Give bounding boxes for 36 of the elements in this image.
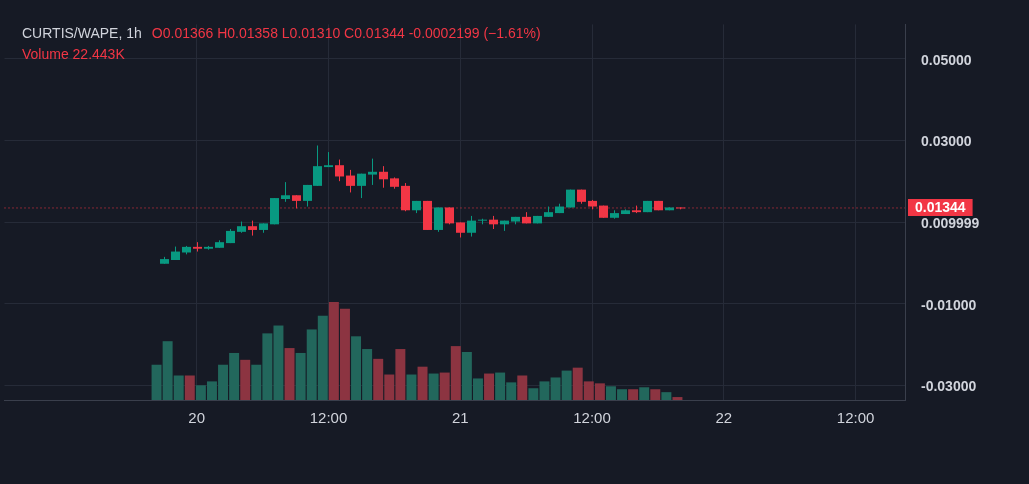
candlestick xyxy=(281,181,290,203)
x-tick-label: 21 xyxy=(451,409,469,427)
candlestick xyxy=(379,165,388,189)
candlestick xyxy=(434,206,443,233)
bar xyxy=(628,389,639,400)
bar xyxy=(650,389,661,400)
bar xyxy=(240,359,251,400)
bar xyxy=(184,375,195,400)
bar xyxy=(639,387,650,400)
x-tick-label: 20 xyxy=(188,409,206,427)
bar xyxy=(417,366,428,400)
x-tick-label: 12:00 xyxy=(573,409,611,427)
chart-subtitle: O0.01366 H0.01358 L0.01310 C0.01344 -0.0002199 (−1.61%) xyxy=(151,25,541,41)
ref-line-label: 0.01344 xyxy=(915,198,966,215)
bar xyxy=(406,374,417,400)
candlestick xyxy=(368,158,377,186)
y-tick-label: 0.009999 xyxy=(921,214,980,231)
bar xyxy=(672,397,683,400)
candlestick xyxy=(335,159,344,182)
candlestick xyxy=(467,215,476,238)
x-tick-label: 12:00 xyxy=(836,409,875,427)
y-tick-label: -0.01000 xyxy=(921,296,977,313)
y-tick-label: 0.05000 xyxy=(921,51,972,68)
chart-title: CURTIS/WAPE, 1h xyxy=(22,25,142,41)
bar xyxy=(428,373,439,400)
candlestick xyxy=(346,169,355,193)
bar xyxy=(517,375,528,400)
bar xyxy=(661,392,672,400)
annotation: Volume 22.443K xyxy=(22,46,125,62)
y-tick-label: -0.03000 xyxy=(921,378,977,395)
y-tick-label: 0.03000 xyxy=(921,133,972,150)
x-tick-label: 22 xyxy=(715,409,733,427)
bar xyxy=(484,373,495,400)
x-tick-label: 12:00 xyxy=(309,409,348,427)
candlestick xyxy=(357,173,366,199)
bar xyxy=(284,348,295,400)
